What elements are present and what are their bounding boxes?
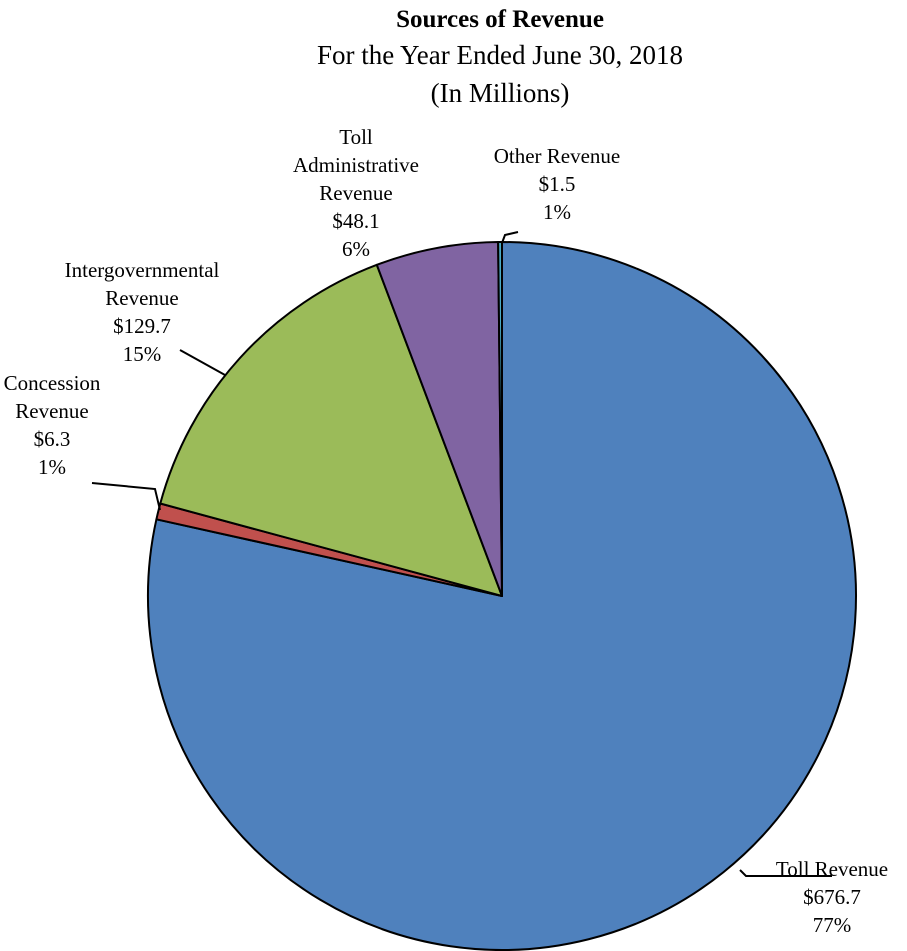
- chart-subtitle-line-2: (In Millions): [431, 78, 570, 108]
- slice-labels: Toll Revenue $676.7 77% Concession Revenue $6…: [4, 125, 889, 937]
- leader-line-toll-revenue: [739, 869, 832, 877]
- slice-label-other-revenue-percent: 1%: [543, 200, 571, 224]
- slice-label-toll-revenue-percent: 77%: [813, 913, 852, 937]
- pie-slice-intergovernmental-revenue: [159, 263, 503, 597]
- slice-label-toll-revenue: Toll Revenue $676.7 77%: [776, 857, 888, 937]
- slice-label-other-revenue-name-0: Other Revenue: [494, 144, 621, 168]
- slice-label-concession-revenue-name-1: Revenue: [15, 399, 88, 423]
- slice-label-other-revenue-value: $1.5: [539, 172, 576, 196]
- slice-label-intergovernmental-revenue: Intergovernmental Revenue $129.7 15%: [65, 258, 220, 366]
- leader-line-concession-revenue: [91, 482, 161, 511]
- slice-label-toll-administrative-revenue-name-2: Revenue: [319, 181, 392, 205]
- slice-label-toll-revenue-name-0: Toll Revenue: [776, 857, 888, 881]
- slice-label-concession-revenue-percent: 1%: [38, 455, 66, 479]
- pie-slice-toll-revenue: [146, 241, 857, 951]
- slice-label-intergovernmental-revenue-percent: 15%: [123, 342, 162, 366]
- slice-label-toll-administrative-revenue: Toll Administrative Revenue $48.1 6%: [293, 125, 419, 261]
- slice-label-intergovernmental-revenue-name-0: Intergovernmental: [65, 258, 220, 282]
- slice-label-toll-revenue-value: $676.7: [803, 885, 861, 909]
- leader-line-intergovernmental-revenue: [179, 349, 226, 376]
- slice-label-intergovernmental-revenue-name-1: Revenue: [105, 286, 178, 310]
- slice-label-toll-administrative-revenue-name-1: Administrative: [293, 153, 419, 177]
- slice-label-other-revenue: Other Revenue $1.5 1%: [494, 144, 621, 224]
- slice-label-toll-administrative-revenue-value: $48.1: [332, 209, 379, 233]
- slice-label-toll-administrative-revenue-name-0: Toll: [339, 125, 373, 149]
- chart-subtitle-line-1: For the Year Ended June 30, 2018: [317, 40, 683, 70]
- leader-lines: [91, 231, 832, 877]
- slice-label-toll-administrative-revenue-percent: 6%: [342, 237, 370, 261]
- slice-label-intergovernmental-revenue-value: $129.7: [113, 314, 171, 338]
- chart-title: Sources of Revenue: [396, 6, 604, 33]
- slice-label-concession-revenue: Concession Revenue $6.3 1%: [4, 371, 101, 479]
- slice-label-concession-revenue-name-0: Concession: [4, 371, 101, 395]
- leader-line-other-revenue: [501, 231, 519, 244]
- slice-label-concession-revenue-value: $6.3: [34, 427, 71, 451]
- pie-slices: [146, 240, 857, 951]
